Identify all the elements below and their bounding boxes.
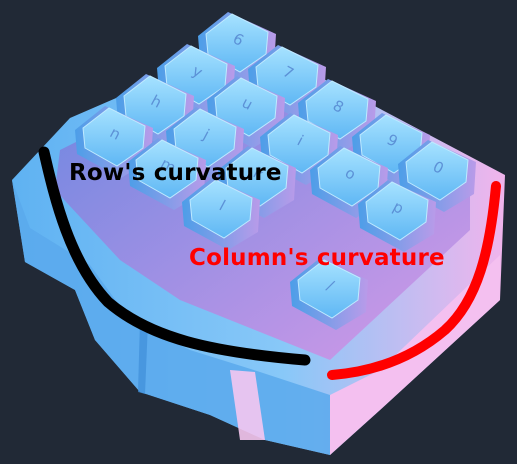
keycap: l <box>182 178 260 250</box>
column-curvature-stroke <box>327 181 501 380</box>
keycap-grid: 6y 7h u 8n j i 9m k o 0l p/ <box>75 12 476 330</box>
keycap-top <box>297 259 361 319</box>
keycap: / <box>290 258 368 330</box>
keycap: m <box>128 138 206 210</box>
keycap-top <box>135 139 199 199</box>
row-curvature-label: Row's curvature <box>69 160 282 186</box>
keycap-top <box>267 114 331 174</box>
keycap-top <box>82 107 146 167</box>
row-curvature-stroke <box>38 146 311 366</box>
keycap-top <box>405 141 469 201</box>
keycap-top <box>189 179 253 239</box>
keycap: p <box>358 180 436 252</box>
keycap-top <box>365 181 429 241</box>
column-curvature-label: Column's curvature <box>189 245 445 271</box>
keycap-top <box>305 80 369 140</box>
